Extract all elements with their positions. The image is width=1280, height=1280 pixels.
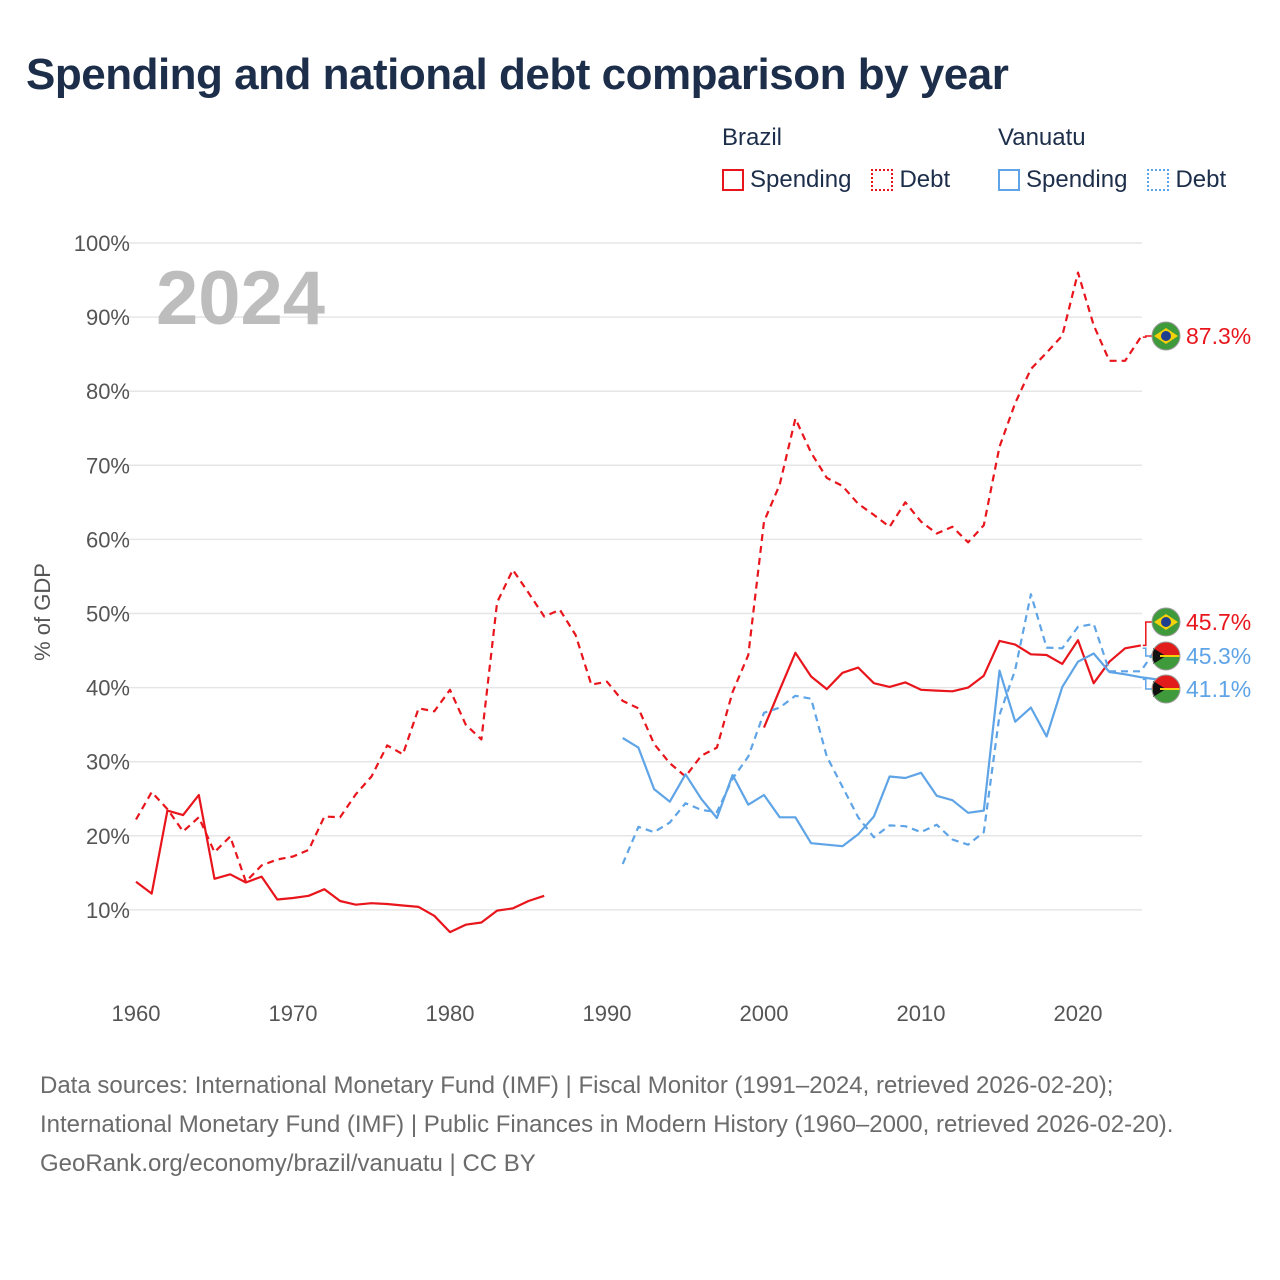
legend-vanuatu-debt-swatch bbox=[1147, 169, 1170, 191]
footer: Data sources: International Monetary Fun… bbox=[40, 1066, 1240, 1183]
y-tick-label: 20% bbox=[86, 824, 130, 849]
chart-title: Spending and national debt comparison by… bbox=[26, 50, 1009, 99]
series-line-vanuatu-spending[interactable] bbox=[622, 652, 1157, 848]
legend-brazil-spending[interactable]: Spending bbox=[722, 166, 851, 194]
credit-line: GeoRank.org/economy/brazil/vanuatu | CC … bbox=[40, 1150, 536, 1177]
legend-vanuatu: Vanuatu Spending Debt bbox=[998, 124, 1226, 194]
y-tick-label: 90% bbox=[86, 305, 130, 330]
y-tick-label: 60% bbox=[86, 527, 130, 552]
end-value-label: 45.7% bbox=[1186, 609, 1251, 635]
end-value-label: 45.3% bbox=[1186, 643, 1251, 669]
legend-vanuatu-spending[interactable]: Spending bbox=[998, 166, 1127, 194]
x-axis: 1960 1970 1980 1990 2000 2010 2020 bbox=[112, 1001, 1103, 1026]
series-lines bbox=[135, 271, 1158, 934]
x-tick-label: 1990 bbox=[583, 1001, 632, 1026]
y-tick-label: 70% bbox=[86, 453, 130, 478]
data-sources: Data sources: International Monetary Fun… bbox=[40, 1072, 1174, 1138]
vanuatu-flag-icon bbox=[1151, 674, 1181, 704]
y-axis: 10% 20% 30% 40% 50% 60% 70% 80% 90% 100% bbox=[74, 231, 130, 923]
end-labels: 87.3% 45.7% 45.3% 41.1% bbox=[1142, 321, 1251, 704]
legend-brazil-debt[interactable]: Debt bbox=[871, 166, 950, 194]
year-watermark: 2024 bbox=[156, 256, 325, 341]
brazil-flag-icon bbox=[1151, 607, 1181, 637]
label-connector bbox=[1142, 335, 1152, 338]
y-tick-label: 40% bbox=[86, 676, 130, 701]
series-line-brazil-spending[interactable] bbox=[135, 639, 1141, 934]
legend-brazil: Brazil Spending Debt bbox=[722, 124, 950, 194]
end-value-label: 87.3% bbox=[1186, 323, 1251, 349]
vanuatu-flag-icon bbox=[1151, 641, 1181, 671]
brazil-flag-icon bbox=[1151, 321, 1181, 351]
y-tick-label: 100% bbox=[74, 231, 130, 256]
gridlines bbox=[128, 242, 1142, 911]
x-tick-label: 2010 bbox=[897, 1001, 946, 1026]
legend-vanuatu-name: Vanuatu bbox=[998, 124, 1086, 151]
y-axis-label: % of GDP bbox=[30, 563, 55, 661]
series-line-brazil-debt[interactable] bbox=[135, 271, 1142, 883]
label-connector bbox=[1142, 678, 1152, 690]
label-connector bbox=[1142, 621, 1152, 647]
x-tick-label: 2000 bbox=[740, 1001, 789, 1026]
x-tick-label: 2020 bbox=[1054, 1001, 1103, 1026]
legend-brazil-debt-label: Debt bbox=[899, 166, 951, 193]
legend-brazil-debt-swatch bbox=[871, 169, 894, 191]
series-line-vanuatu-debt[interactable] bbox=[621, 593, 1158, 865]
legend-brazil-spending-label: Spending bbox=[750, 166, 852, 193]
legend-vanuatu-debt[interactable]: Debt bbox=[1147, 166, 1226, 194]
y-tick-label: 50% bbox=[86, 602, 130, 627]
legend-vanuatu-debt-label: Debt bbox=[1175, 166, 1227, 193]
label-connector bbox=[1142, 647, 1152, 657]
legend-brazil-spending-swatch bbox=[722, 169, 744, 191]
legend-vanuatu-spending-swatch bbox=[998, 169, 1020, 191]
x-tick-label: 1970 bbox=[269, 1001, 318, 1026]
legend-brazil-name: Brazil bbox=[722, 124, 783, 151]
y-tick-label: 30% bbox=[86, 750, 130, 775]
line-chart: 10% 20% 30% 40% 50% 60% 70% 80% 90% 100% 1960 1970… bbox=[30, 231, 1251, 1026]
y-tick-label: 80% bbox=[86, 379, 130, 404]
y-tick-label: 10% bbox=[86, 898, 130, 923]
end-value-label: 41.1% bbox=[1186, 676, 1251, 702]
x-tick-label: 1980 bbox=[426, 1001, 475, 1026]
legend-vanuatu-spending-label: Spending bbox=[1026, 166, 1128, 193]
x-tick-label: 1960 bbox=[112, 1001, 161, 1026]
